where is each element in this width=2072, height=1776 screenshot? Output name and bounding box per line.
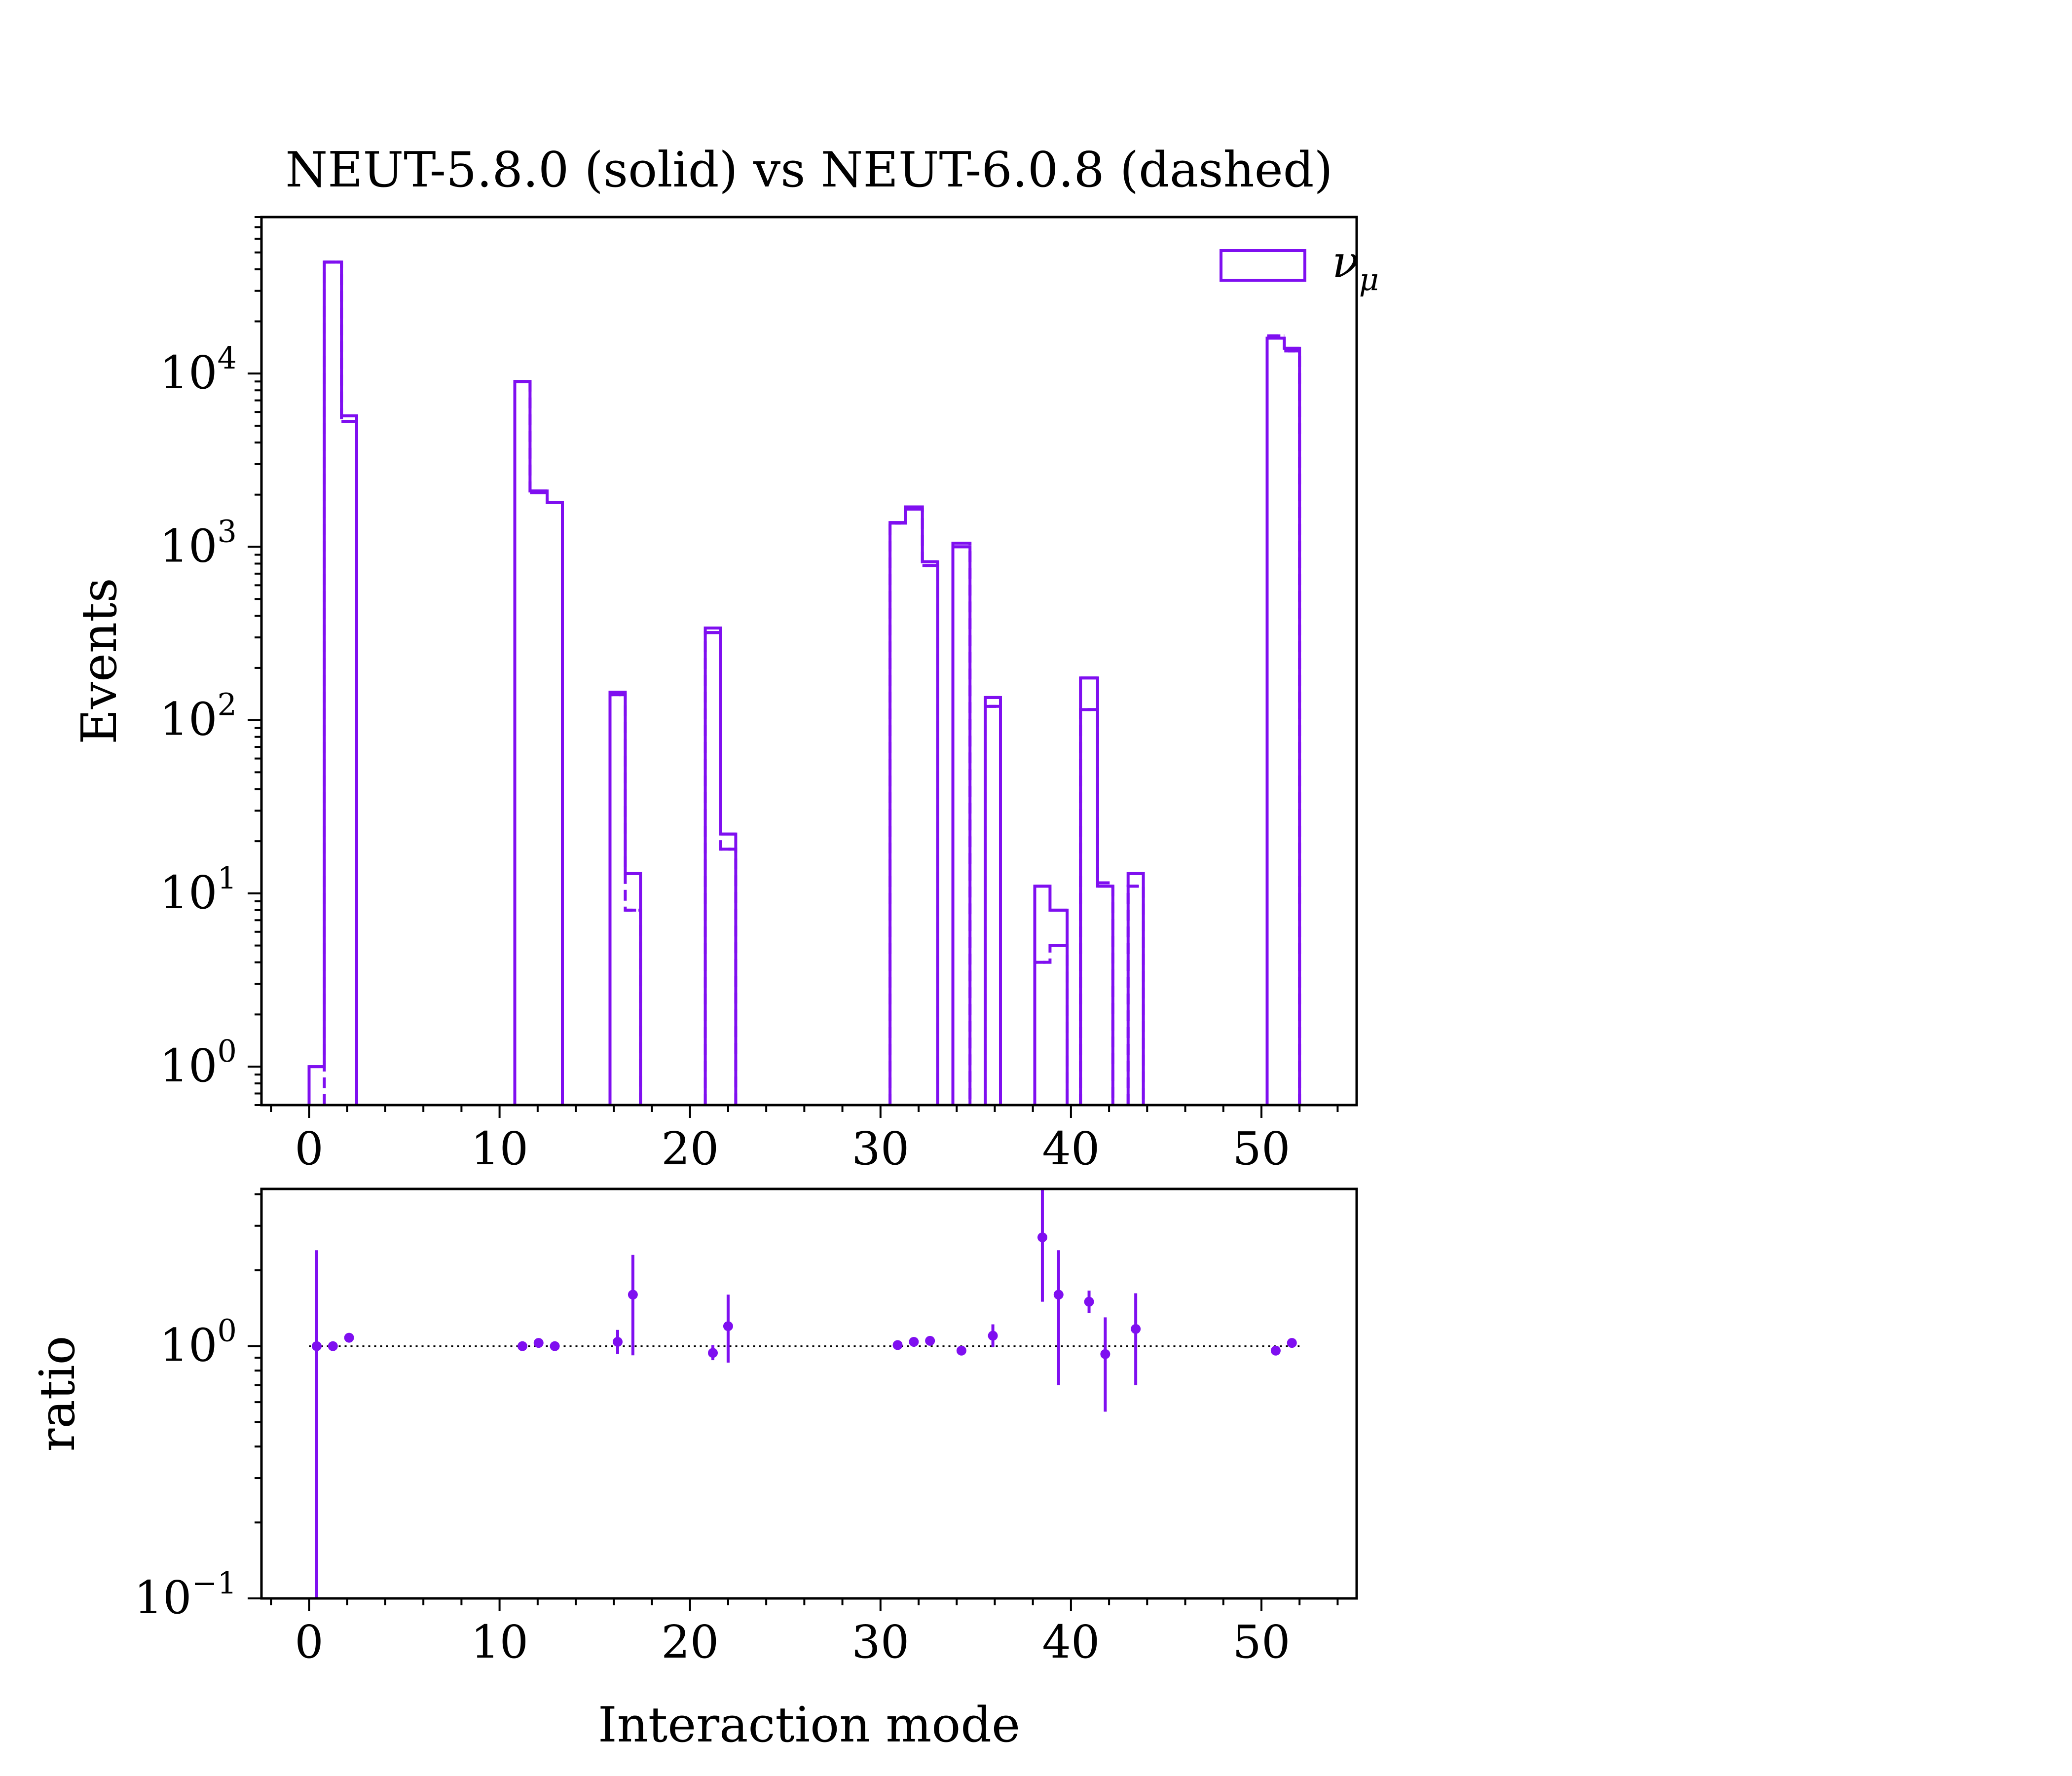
histogram-panel: NEUT-5.8.0 (solid) vs NEUT-6.0.8 (dashed… [72, 142, 1379, 1175]
x-tick-label: 10 [471, 1616, 528, 1668]
ratio-point-19 [1131, 1324, 1141, 1334]
ratio-point-17 [1084, 1296, 1094, 1307]
y-tick-label: 10−1 [134, 1565, 237, 1624]
ratio-point-12 [925, 1335, 935, 1346]
x-tick-label: 50 [1232, 1616, 1290, 1668]
ratio-y-axis-label: ratio [30, 1336, 86, 1452]
ratio-point-7 [628, 1290, 638, 1300]
x-tick-label: 30 [851, 1616, 909, 1668]
legend-label-base: ν [1332, 236, 1359, 288]
ratio-point-18 [1100, 1349, 1110, 1359]
ratio-point-11 [909, 1336, 919, 1347]
x-tick-label: 20 [661, 1122, 719, 1175]
legend-swatch [1220, 249, 1306, 282]
y-tick-label: 102 [159, 687, 237, 746]
ratio-point-5 [550, 1341, 560, 1351]
x-tick-label: 50 [1232, 1122, 1290, 1175]
histogram-y-axis-label: Events [72, 578, 128, 744]
ratio-point-1 [328, 1341, 338, 1351]
x-tick-label: 10 [471, 1122, 528, 1175]
dashed-outline [323, 260, 1301, 1105]
ratio-panel: 0 10 20 30 40 50 10−1 100 ratio Interaction mo… [30, 1187, 1358, 1753]
y-tick-label: 100 [159, 1313, 237, 1372]
ratio-axes-frame [260, 1187, 1358, 1600]
histogram-x-ticks: 0 10 20 30 40 50 [270, 1105, 1339, 1175]
ratio-point-4 [533, 1338, 544, 1348]
ratio-x-ticks: 0 10 20 30 40 50 [270, 1598, 1339, 1668]
x-tick-label: 30 [851, 1122, 909, 1175]
histogram-y-ticks: 100 101 102 103 104 [159, 216, 261, 1106]
ratio-point-16 [1053, 1290, 1064, 1300]
ratio-point-15 [1037, 1232, 1047, 1243]
y-tick-label: 104 [159, 340, 237, 399]
dashed-series [323, 260, 1301, 1105]
solid-outline [307, 260, 1301, 1105]
ratio-point-2 [344, 1332, 354, 1343]
x-tick-label: 0 [295, 1616, 324, 1668]
x-tick-label: 20 [661, 1616, 719, 1668]
ratio-points [311, 1189, 1297, 1598]
ratio-point-21 [1287, 1338, 1297, 1348]
chart-title: NEUT-5.8.0 (solid) vs NEUT-6.0.8 (dashed… [285, 142, 1332, 198]
ratio-point-9 [723, 1321, 733, 1332]
y-tick-label: 100 [159, 1033, 237, 1092]
histogram-axes-frame [260, 216, 1358, 1107]
x-axis-label: Interaction mode [598, 1697, 1020, 1753]
ratio-point-0 [311, 1341, 322, 1351]
legend-label: νμ [1332, 236, 1379, 297]
ratio-point-3 [517, 1341, 527, 1351]
ratio-point-14 [988, 1331, 998, 1341]
ratio-y-ticks: 10−1 100 [134, 1193, 261, 1624]
ratio-point-10 [892, 1340, 903, 1350]
ratio-point-8 [708, 1348, 718, 1358]
legend-label-sub: μ [1359, 261, 1379, 297]
solid-series [307, 260, 1301, 1105]
x-tick-label: 40 [1042, 1122, 1100, 1175]
y-tick-label: 101 [159, 860, 237, 919]
ratio-point-20 [1270, 1345, 1281, 1356]
ratio-point-13 [956, 1345, 966, 1356]
ratio-point-6 [612, 1336, 623, 1347]
x-tick-label: 40 [1042, 1616, 1100, 1668]
legend: νμ [1220, 236, 1379, 297]
x-tick-label: 0 [295, 1122, 324, 1175]
y-tick-label: 103 [159, 513, 237, 572]
